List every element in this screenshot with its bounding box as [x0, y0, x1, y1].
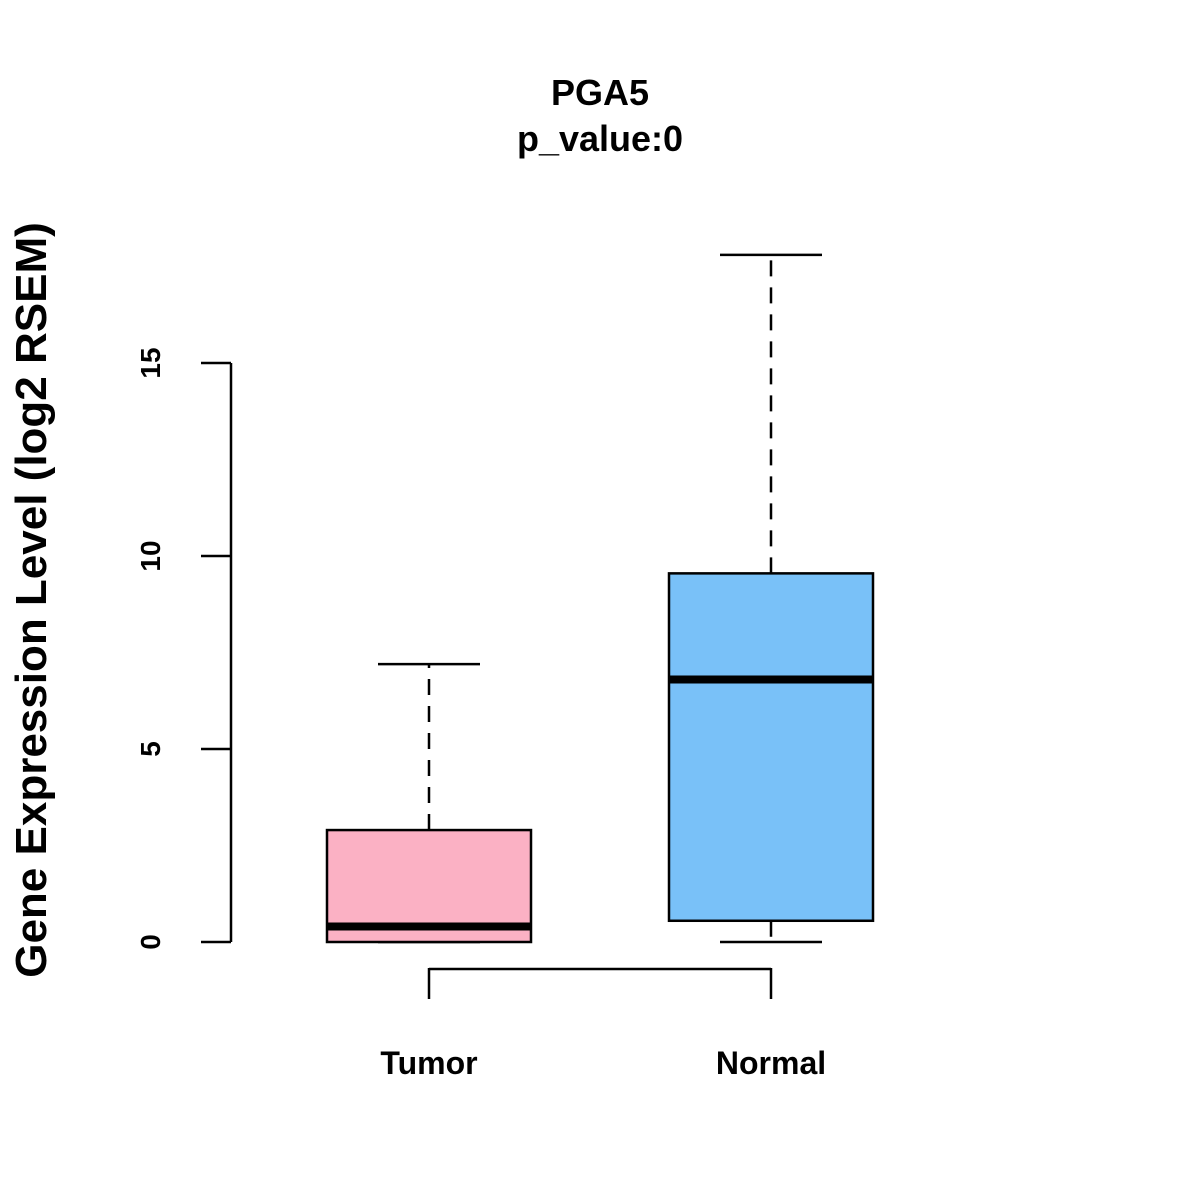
chart-subtitle: p_value:0	[517, 118, 683, 159]
x-label-normal: Normal	[716, 1045, 826, 1081]
y-tick-label-0: 0	[135, 934, 166, 950]
y-axis: 0 5 10 15	[135, 347, 233, 950]
y-tick-label-15: 15	[135, 347, 166, 378]
boxes-group	[325, 253, 875, 944]
y-axis-label: Gene Expression Level (log2 RSEM)	[7, 222, 56, 978]
chart-title: PGA5	[551, 72, 649, 113]
box-rect-normal	[667, 572, 875, 923]
y-tick-label-5: 5	[135, 741, 166, 757]
x-label-tumor: Tumor	[380, 1045, 477, 1081]
comparison-bracket	[427, 967, 773, 999]
box-normal	[667, 253, 875, 944]
y-tick-label-10: 10	[135, 540, 166, 571]
x-axis-labels: Tumor Normal	[380, 1045, 826, 1081]
box-tumor	[325, 662, 533, 944]
